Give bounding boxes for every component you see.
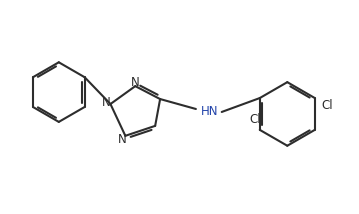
Text: Cl: Cl	[321, 98, 332, 111]
Text: N: N	[102, 95, 111, 108]
Text: N: N	[118, 133, 127, 146]
Text: N: N	[131, 76, 140, 89]
Text: Cl: Cl	[249, 113, 261, 126]
Text: HN: HN	[201, 106, 219, 119]
